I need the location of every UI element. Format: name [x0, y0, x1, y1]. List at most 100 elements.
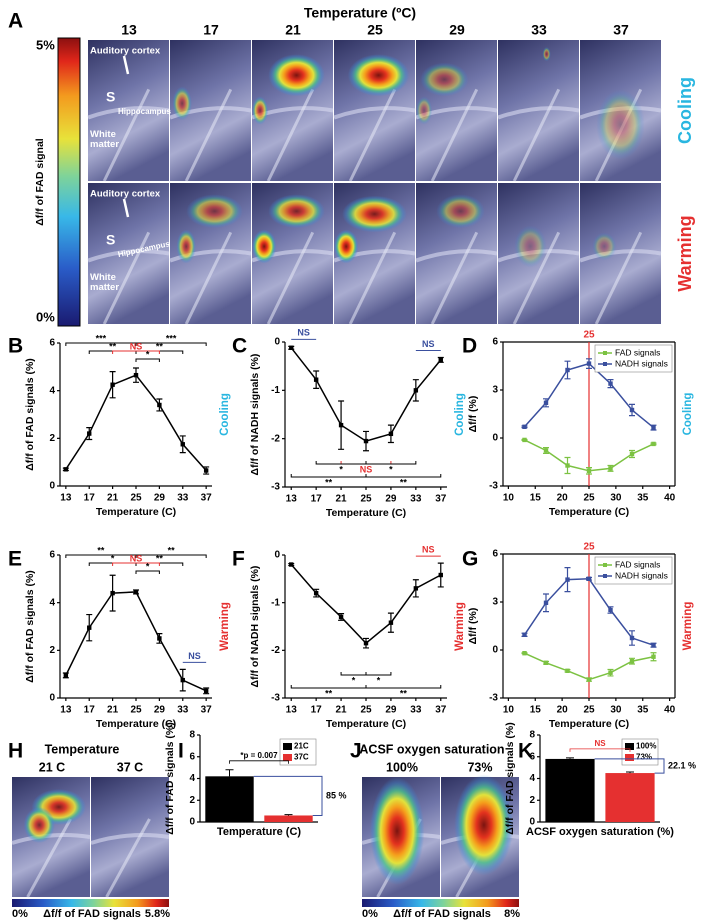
significance-label: NS [188, 651, 201, 661]
data-point [63, 467, 69, 472]
signal-blob [436, 194, 485, 229]
y-tick-label: 0 [492, 433, 498, 444]
column-label: 25 [367, 22, 383, 38]
significance-label: ** [156, 341, 164, 351]
white-matter-band [169, 249, 252, 263]
image-tile [90, 777, 170, 898]
column-label: 100% [386, 760, 418, 774]
x-tick-label: 13 [60, 705, 72, 716]
panel-label: K [518, 740, 533, 763]
image-tile [497, 40, 580, 182]
y-axis-label: Δf/f of FAD signals (%) [24, 570, 36, 683]
significance-label: * [352, 675, 356, 685]
side-label: Warming [219, 602, 231, 651]
data-point [313, 590, 319, 596]
x-tick-label: 40 [664, 493, 676, 504]
data-point [586, 468, 592, 473]
image-tile [169, 40, 252, 182]
y-tick-label: -3 [271, 693, 280, 704]
image-tile [497, 183, 580, 325]
significance-label: * [146, 349, 150, 359]
region-label: White matter [90, 129, 120, 150]
significance-bracket [135, 570, 160, 574]
image-tile [169, 183, 252, 325]
colorbar-max: 8% [504, 908, 520, 920]
column-label: 29 [449, 22, 465, 38]
panel-label: F [232, 548, 245, 571]
electrode [184, 231, 233, 325]
colorbar-min: 0% [36, 309, 55, 324]
x-tick-label: 17 [311, 494, 323, 505]
x-tick-label: 20 [557, 705, 569, 716]
x-tick-label: 25 [130, 705, 142, 716]
panel-title: ACSF oxygen saturation [359, 742, 504, 756]
signal-blob [252, 229, 277, 264]
data-point [133, 372, 139, 378]
white-matter-band [497, 106, 580, 120]
signal-blob [342, 195, 407, 233]
panel-label: A [8, 10, 23, 33]
panel-title: Temperature (ºC) [304, 5, 416, 21]
data-point [608, 607, 613, 613]
image-tile [11, 777, 91, 898]
x-tick-label: 33 [410, 705, 422, 716]
panel-label: I [178, 740, 184, 763]
legend-marker [603, 362, 607, 366]
legend-marker [603, 351, 607, 355]
x-tick-label: 30 [610, 493, 622, 504]
y-axis-label: Δf/f of FAD signals (%) [504, 722, 516, 835]
significance-label: ** [109, 341, 117, 351]
x-tick-label: 13 [286, 705, 298, 716]
y-tick-label: 2 [189, 795, 195, 806]
side-label: Warming [682, 602, 694, 651]
bar [264, 815, 313, 822]
data-point [87, 625, 92, 630]
significance-label: ** [97, 545, 105, 555]
x-tick-label: 25 [360, 705, 372, 716]
bar [205, 776, 254, 822]
panel-label: D [462, 335, 477, 358]
y-axis-label: Δf/f (%) [467, 396, 479, 433]
data-point [629, 407, 635, 413]
y-tick-label: 0 [274, 337, 280, 348]
region-pointer [122, 198, 130, 218]
error-bar [626, 771, 634, 774]
data-point [338, 614, 344, 620]
reference-label: 25 [583, 542, 595, 553]
colorbar-label: Δf/f of FAD signals [43, 908, 141, 920]
difference-bracket [253, 775, 323, 816]
y-tick-label: 2 [49, 645, 55, 656]
image-tile [333, 40, 416, 182]
significance-label: * [111, 553, 115, 563]
y-tick-label: 8 [189, 730, 195, 741]
x-tick-label: 25 [360, 494, 372, 505]
y-tick-label: 6 [49, 338, 55, 349]
bar [605, 773, 655, 822]
y-tick-label: 6 [529, 751, 535, 762]
x-tick-label: 33 [410, 494, 422, 505]
white-matter-band [415, 249, 498, 263]
x-tick-label: 33 [177, 493, 189, 504]
significance-label: *p = 0.007 [240, 751, 278, 760]
image-tile [333, 183, 416, 325]
x-tick-label: 17 [84, 705, 96, 716]
signal-blob [369, 777, 425, 885]
y-tick-label: 6 [49, 550, 55, 561]
data-point [543, 448, 549, 453]
data-point [629, 635, 635, 641]
electrode [266, 231, 315, 325]
white-matter-band [90, 833, 170, 845]
white-matter-band [333, 106, 416, 120]
x-tick-label: 15 [530, 705, 542, 716]
legend-label: FAD signals [615, 347, 660, 357]
x-tick-label: 21 [107, 705, 119, 716]
panel-title: Temperature [45, 742, 120, 756]
data-point [338, 422, 344, 428]
y-tick-label: 6 [492, 549, 498, 560]
significance-label: ** [156, 553, 164, 563]
significance-bracket [365, 474, 442, 478]
y-tick-label: 4 [49, 385, 55, 396]
electrode [26, 818, 72, 898]
x-axis-label: Temperature (C) [216, 826, 302, 838]
